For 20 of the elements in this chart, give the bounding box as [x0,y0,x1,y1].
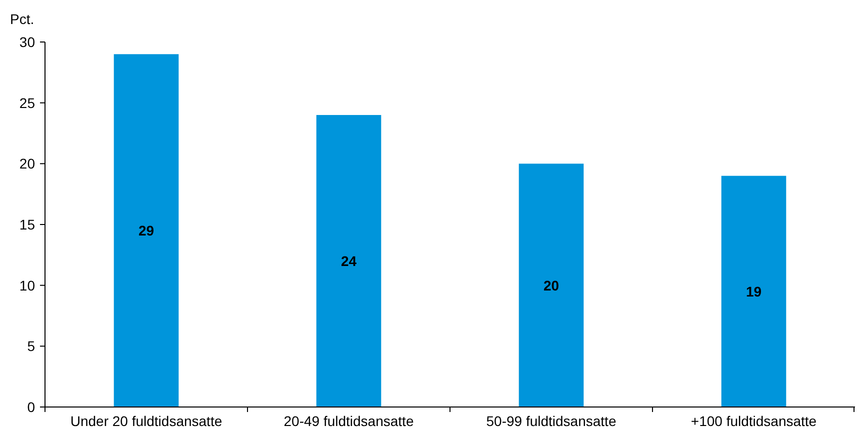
y-tick-label: 20 [19,156,36,172]
y-axis-title: Pct. [10,11,34,27]
x-tick-label: +100 fuldtidsansatte [690,413,817,429]
y-tick-label: 30 [19,34,36,50]
data-label: 19 [746,283,762,300]
y-tick-label: 15 [19,216,36,232]
y-tick-label: 25 [19,94,36,111]
data-label: 24 [340,253,357,269]
bar [316,115,382,407]
y-tick-label: 0 [27,399,36,415]
x-tick-label: Under 20 fuldtidsansatte [70,413,222,429]
x-tick-label: 20-49 fuldtidsansatte [284,413,414,429]
x-tick-label: 50-99 fuldtidsansatte [486,413,616,429]
data-label: 29 [138,222,154,239]
bar [518,164,584,407]
y-tick-label: 10 [19,277,36,294]
bar [721,176,786,407]
data-label: 20 [543,277,560,294]
y-tick-label: 5 [27,338,36,354]
bar [114,54,179,407]
